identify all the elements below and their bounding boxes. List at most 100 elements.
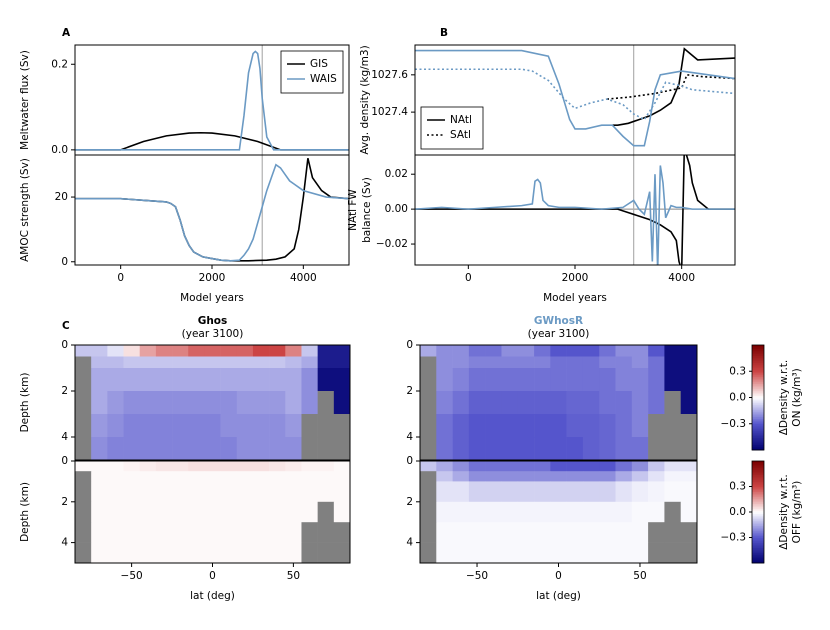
- heatmap-cell: [269, 414, 286, 438]
- heatmap-cell: [615, 345, 633, 357]
- land-mask: [75, 368, 92, 392]
- heatmap-cell: [155, 391, 173, 415]
- x-axis-label: Model years: [180, 292, 244, 304]
- x-tick-label: −50: [121, 570, 143, 582]
- heatmap-cell: [534, 437, 551, 461]
- heatmap-cell: [517, 356, 535, 369]
- heatmap-cell: [599, 345, 616, 357]
- heatmap-cell: [139, 522, 157, 543]
- heatmap-cell: [550, 481, 567, 503]
- heatmap-cell: [139, 461, 157, 472]
- colorbar-strip: [752, 501, 764, 504]
- heatmap-cell: [631, 471, 649, 482]
- heatmap-cell: [436, 461, 453, 472]
- heatmap-cell: [452, 368, 470, 392]
- heatmap-cell: [155, 542, 173, 564]
- legend-label: NAtl: [450, 114, 472, 126]
- heatmap-cell: [139, 501, 157, 523]
- colorbar-strip: [752, 395, 764, 398]
- heatmap-cell: [468, 368, 486, 392]
- x-tick-label: 0: [555, 570, 562, 582]
- land-mask: [75, 356, 92, 369]
- legend-label: WAIS: [310, 73, 337, 85]
- land-mask: [317, 522, 335, 543]
- land-mask: [333, 414, 351, 438]
- heatmap-cell: [204, 542, 221, 564]
- colorbar-strip: [752, 471, 764, 474]
- heatmap-cell: [534, 356, 551, 369]
- heatmap-cell: [333, 481, 351, 503]
- land-mask: [664, 542, 682, 564]
- heatmap-cell: [155, 471, 173, 482]
- heatmap-cell: [204, 414, 221, 438]
- heatmap-cell: [107, 437, 124, 461]
- heatmap-cell: [220, 356, 238, 369]
- land-mask: [317, 542, 335, 564]
- land-mask: [680, 414, 698, 438]
- heatmap-cell: [664, 461, 682, 472]
- heatmap-cell: [188, 391, 205, 415]
- heatmap-cell: [123, 437, 141, 461]
- colorbar-strip: [752, 517, 764, 520]
- heatmap-cell: [236, 368, 254, 392]
- heatmap-cell: [252, 471, 270, 482]
- heatmap-cell: [631, 368, 649, 392]
- heatmap-cell: [517, 522, 535, 543]
- heatmap-cell: [501, 471, 519, 482]
- heatmap-cell: [91, 368, 108, 392]
- colorbar-strip: [752, 539, 764, 542]
- y-tick-label: 0: [61, 339, 68, 351]
- heatmap-cell: [204, 368, 221, 392]
- colorbar-strip: [752, 495, 764, 498]
- colorbar-strip: [752, 525, 764, 528]
- heatmap-cell: [139, 437, 157, 461]
- heatmap-cell: [91, 356, 108, 369]
- heatmap-cell: [333, 501, 351, 523]
- heatmap-cell: [269, 501, 286, 523]
- colorbar-strip: [752, 518, 764, 521]
- y-tick-label: 0.02: [385, 168, 408, 180]
- heatmap-cell: [204, 345, 221, 357]
- plot-area: [75, 45, 349, 155]
- colorbar-strip: [752, 369, 764, 372]
- colorbar-strip: [752, 411, 764, 414]
- heatmap-cell: [452, 542, 470, 564]
- series-line: [75, 163, 349, 262]
- heatmap-cell: [648, 481, 665, 503]
- colorbar-strip: [752, 474, 764, 477]
- heatmap-cell: [615, 481, 633, 503]
- colorbar-strip: [752, 380, 764, 383]
- heatmap-cell: [172, 471, 189, 482]
- heatmap-cell: [188, 414, 205, 438]
- colorbar-strip: [752, 505, 764, 508]
- heatmap-cell: [615, 542, 633, 564]
- land-mask: [75, 522, 92, 543]
- heatmap-cell: [599, 368, 616, 392]
- heatmap-cell: [550, 522, 567, 543]
- land-mask: [317, 501, 335, 523]
- heatmap-cell: [648, 471, 665, 482]
- heatmap-cell: [236, 414, 254, 438]
- heatmap-cell: [485, 368, 502, 392]
- heatmap-cell: [107, 368, 124, 392]
- heatmap-cell: [220, 391, 238, 415]
- heatmap-cell: [188, 437, 205, 461]
- heatmap-cell: [501, 356, 519, 369]
- plot-area: [415, 155, 735, 265]
- colorbar-strip: [752, 520, 764, 523]
- colorbar-strip: [752, 532, 764, 535]
- colorbar-strip: [752, 446, 764, 449]
- heatmap-cell: [107, 542, 124, 564]
- colorbar-strip: [752, 476, 764, 479]
- heatmap-cell: [269, 391, 286, 415]
- heatmap-cell: [107, 356, 124, 369]
- colorbar-strip: [752, 557, 764, 560]
- colorbar-strip: [752, 350, 764, 353]
- heatmap-cell: [285, 461, 302, 472]
- heatmap-cell: [188, 481, 205, 503]
- land-mask: [75, 437, 92, 461]
- y-axis-label: AMOC strength (Sv): [19, 158, 31, 262]
- series-line: [75, 158, 349, 262]
- heatmap-cell: [631, 345, 649, 357]
